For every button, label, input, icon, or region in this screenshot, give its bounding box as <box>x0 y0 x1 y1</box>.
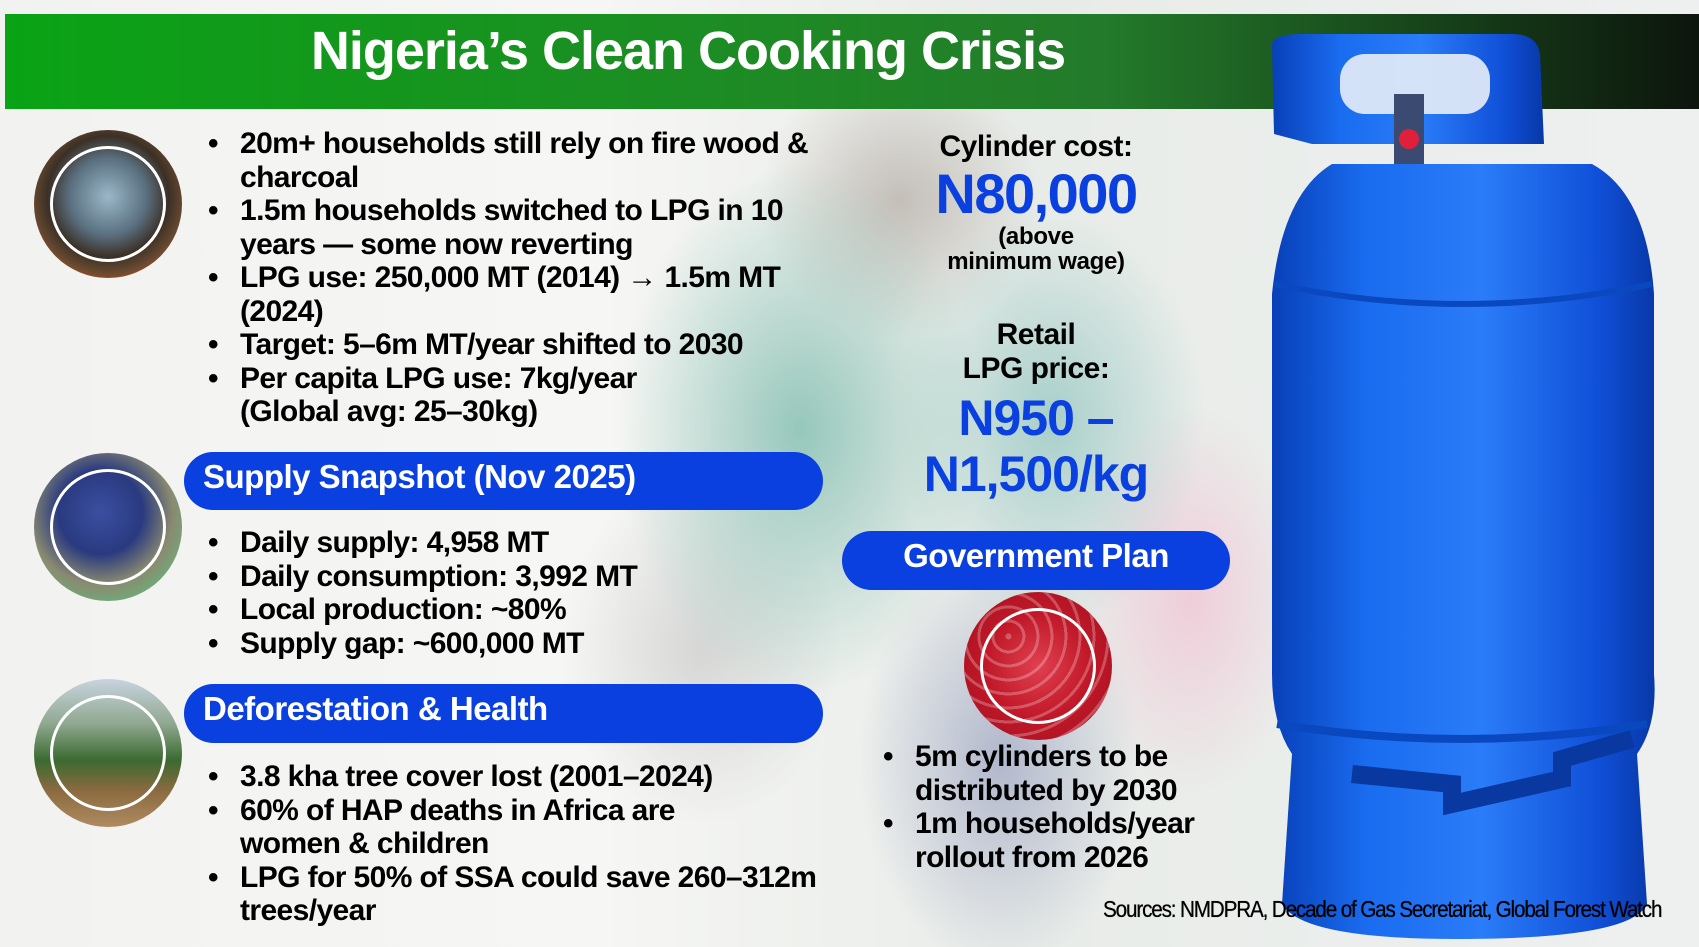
list-item: 1m households/year rollout from 2026 <box>883 807 1235 874</box>
retail-price-value: N950 – <box>958 390 1114 446</box>
government-list: 5m cylinders to be distributed by 2030 1… <box>883 740 1246 874</box>
list-item: Daily supply: 4,958 MT <box>208 526 831 560</box>
cylinder-cost-value: N80,000 <box>935 162 1138 225</box>
list-item: Target: 5–6m MT/year shifted to 2030 <box>208 328 831 362</box>
lpg-cylinder-image <box>1272 34 1655 939</box>
list-item: 5m cylinders to be distributed by 2030 <box>883 740 1246 807</box>
list-item: LPG use: 250,000 MT (2014) → 1.5m MT (20… <box>208 261 831 328</box>
list-item: 20m+ households still rely on fire wood … <box>208 127 831 194</box>
retail-price-label: LPG price: <box>962 352 1110 385</box>
retail-price-label: Retail <box>996 318 1076 351</box>
list-item: LPG for 50% of SSA could save 260–312m t… <box>208 861 830 928</box>
deforestation-heading: Deforestation & Health <box>184 684 823 743</box>
retail-price-block: Retail LPG price: N950 – N1,500/kg <box>876 318 1196 502</box>
page-title: Nigeria’s Clean Cooking Crisis <box>310 21 1066 81</box>
list-item: Per capita LPG use: 7kg/year (Global avg… <box>208 362 710 429</box>
cooking-pot-photo <box>34 130 182 278</box>
list-item: 60% of HAP deaths in Africa are women & … <box>208 794 780 861</box>
gas-worker-photo <box>34 453 182 601</box>
cylinder-cost-note: minimum wage) <box>947 248 1125 275</box>
supply-heading: Supply Snapshot (Nov 2025) <box>184 452 823 510</box>
list-item: 3.8 kha tree cover lost (2001–2024) <box>208 760 831 794</box>
list-item: Local production: ~80% <box>208 593 831 627</box>
overview-list: 20m+ households still rely on fire wood … <box>208 127 831 429</box>
sources-note: Sources: NMDPRA, Decade of Gas Secretari… <box>1102 896 1662 922</box>
list-item: Supply gap: ~600,000 MT <box>208 627 831 661</box>
supply-list: Daily supply: 4,958 MT Daily consumption… <box>208 526 831 661</box>
cylinder-cost-block: Cylinder cost: N80,000 (above minimum wa… <box>876 130 1196 274</box>
deforestation-list: 3.8 kha tree cover lost (2001–2024) 60% … <box>208 760 831 928</box>
list-item: 1.5m households switched to LPG in 10 ye… <box>208 194 831 261</box>
logged-forest-photo <box>34 679 182 827</box>
government-heading: Government Plan <box>842 531 1230 590</box>
retail-price-value: N1,500/kg <box>923 446 1149 502</box>
list-item: Daily consumption: 3,992 MT <box>208 560 831 594</box>
red-cylinders-photo <box>964 592 1112 740</box>
cylinder-cost-note: (above <box>998 223 1074 250</box>
cylinder-cost-label: Cylinder cost: <box>939 130 1133 163</box>
